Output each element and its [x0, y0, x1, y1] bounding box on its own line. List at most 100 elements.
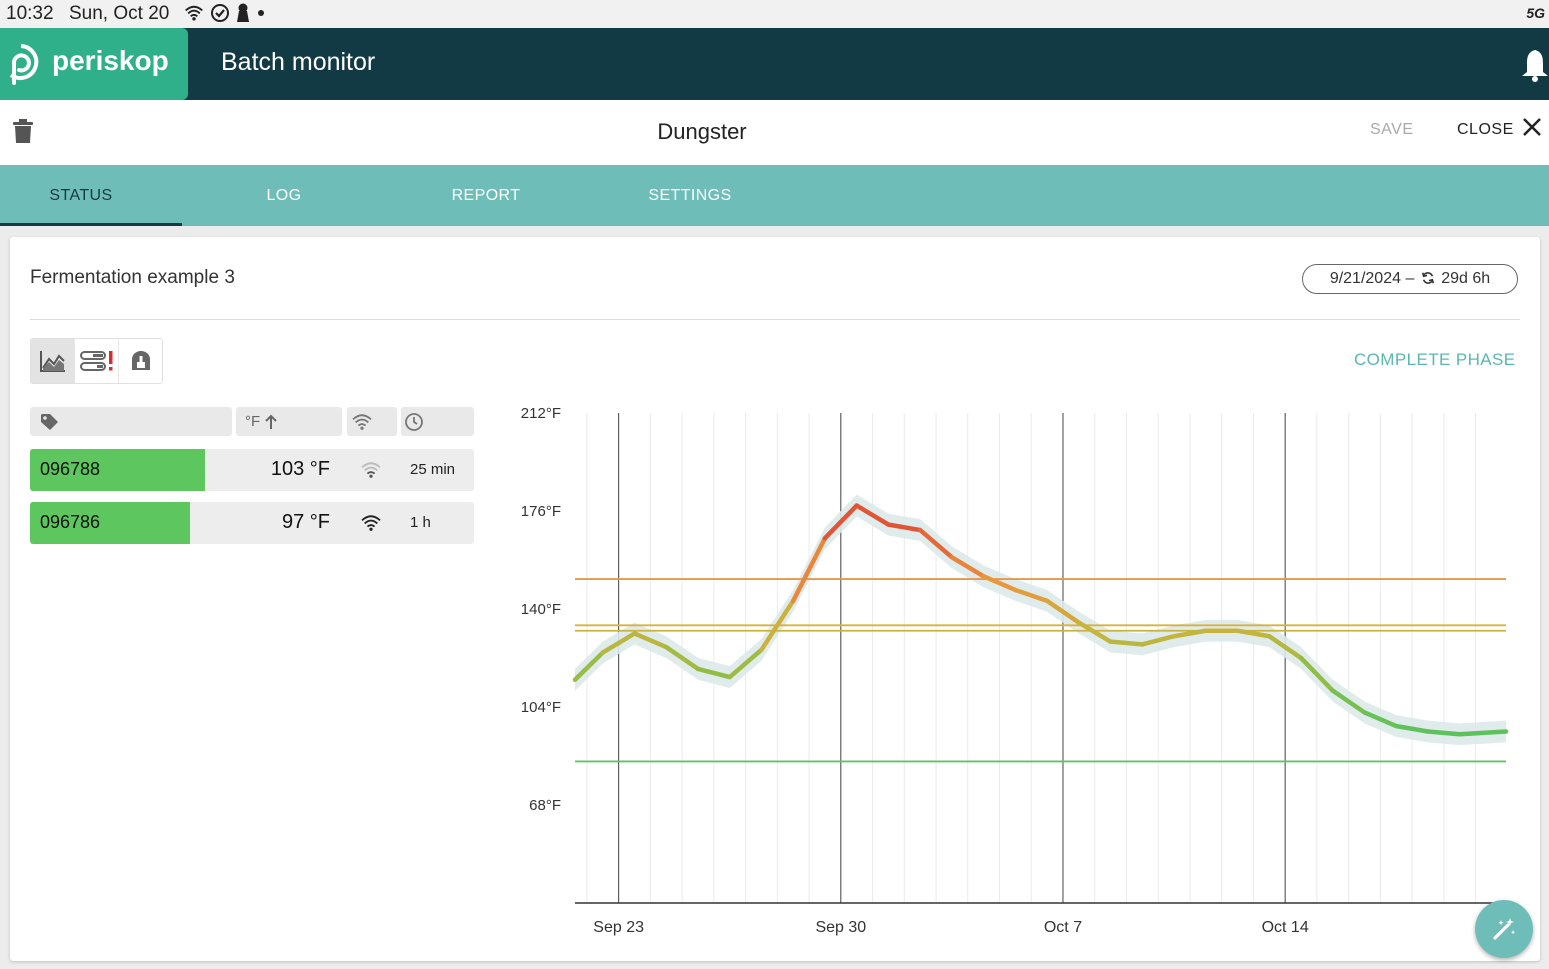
temperature-line-segment [663, 644, 701, 672]
y-tick-label: 212°F [521, 405, 561, 422]
temperature-line-segment [759, 598, 796, 653]
temperature-line-segment [1044, 598, 1082, 625]
batch-card: Fermentation example 3 9/21/2024 – 29d 6… [10, 237, 1540, 961]
temperature-line-segment [727, 647, 764, 680]
status-bar: 10:32 Sun, Oct 20 5G [0, 0, 1549, 28]
signal-column-header[interactable] [347, 407, 397, 436]
close-icon[interactable] [1521, 116, 1543, 138]
keyhole-status-icon [237, 3, 249, 22]
temperature-line-segment [1235, 628, 1272, 639]
date-range-pill[interactable]: 9/21/2024 – 29d 6h [1302, 264, 1518, 294]
temperature-line-segment [1298, 655, 1336, 693]
tab-log[interactable]: LOG [266, 187, 302, 204]
temperature-line-segment [695, 666, 732, 680]
temperature-line-segment [917, 527, 955, 560]
sensor-temperature: 97 °F [281, 511, 330, 533]
sensor-id: 096786 [40, 512, 101, 532]
notification-bell-icon[interactable] [1521, 48, 1549, 82]
sensor-alert-icon [79, 351, 112, 371]
card-divider [30, 319, 1520, 320]
dot-status-icon [258, 10, 264, 16]
temperature-line-segment [886, 522, 923, 533]
temperature-line-segment [822, 503, 859, 541]
temperature-line-segment [572, 650, 606, 683]
status-date: Sun, Oct 20 [69, 3, 170, 24]
tag-column-header[interactable] [30, 407, 232, 436]
periskop-logo-icon [9, 44, 39, 85]
sync-icon [1421, 272, 1434, 284]
wifi-weak-icon [361, 462, 381, 478]
area-chart-icon [39, 351, 65, 372]
temperature-line-segment [1171, 628, 1209, 639]
y-tick-label: 104°F [521, 699, 561, 716]
temperature-line-segment [1108, 639, 1145, 647]
sensor-last-seen: 1 h [410, 514, 431, 531]
edit-fab-button[interactable] [1475, 900, 1533, 958]
temperature-column-header[interactable]: °F [236, 407, 342, 436]
complete-phase-button[interactable]: COMPLETE PHASE [1354, 350, 1516, 369]
tab-report[interactable]: REPORT [451, 187, 521, 204]
brand[interactable]: periskop [0, 28, 188, 100]
temperature-line-segment [1267, 633, 1304, 661]
sort-ascending-icon [265, 414, 277, 429]
temperature-unit: °F [245, 413, 261, 430]
tab-status[interactable]: STATUS [49, 187, 113, 204]
temperature-line-segment [1362, 710, 1399, 729]
magic-wand-icon [1493, 918, 1516, 940]
sensor-id-cell: 096786 [30, 502, 190, 544]
sync-status-icon [211, 4, 229, 22]
y-tick-label: 140°F [521, 601, 561, 618]
status-icons [184, 3, 266, 23]
batch-title: Fermentation example 3 [30, 267, 235, 288]
tab-bar: STATUS LOG REPORT SETTINGS [0, 165, 1549, 226]
x-tick-label: Oct 7 [1044, 919, 1082, 936]
save-button[interactable]: SAVE [1370, 121, 1414, 138]
temperature-line-segment [600, 631, 637, 655]
network-indicator: 5G [1526, 5, 1545, 21]
last-seen-column-header[interactable] [401, 407, 474, 436]
app-title: Batch monitor [221, 48, 376, 76]
confidence-band [575, 494, 1506, 746]
vessel-view-button[interactable] [119, 339, 162, 383]
sensor-id: 096788 [40, 459, 101, 479]
temperature-chart[interactable]: 212°F 176°F 140°F 104°F 68°F Sep 23 Sep 30 Oct … [510, 397, 1540, 942]
date-range-start: 9/21/2024 – [1329, 270, 1415, 287]
temperature-line-segment [1013, 587, 1050, 604]
alerts-view-button[interactable] [75, 339, 119, 383]
vessel-icon [131, 351, 150, 370]
close-button[interactable]: CLOSE [1457, 121, 1514, 138]
temperature-line-segment [790, 535, 828, 604]
view-toggle-group [30, 338, 163, 384]
temperature-line-segment [1457, 729, 1509, 737]
temperature-line-segment [981, 574, 1018, 593]
sensor-row[interactable]: 096786 97 °F 1 h [30, 502, 474, 544]
x-tick-label: Oct 14 [1262, 919, 1309, 936]
wifi-icon [352, 413, 372, 430]
batch-duration: 29d 6h [1441, 270, 1491, 287]
x-tick-label: Sep 23 [593, 919, 644, 936]
tab-settings[interactable]: SETTINGS [648, 187, 732, 204]
temperature-line-segment [1425, 729, 1462, 737]
sensor-row[interactable]: 096788 103 °F 25 min [30, 449, 474, 491]
wifi-status-icon [185, 5, 203, 21]
sensor-id-cell: 096788 [30, 449, 205, 491]
clock: 10:32 [6, 3, 54, 24]
temperature-line-segment [1393, 723, 1431, 734]
y-tick-label: 68°F [529, 797, 561, 814]
chart-view-button[interactable] [31, 339, 75, 383]
app-bar: periskop Batch monitor [0, 28, 1549, 100]
temperature-line-segment [949, 555, 986, 579]
delete-icon[interactable] [12, 118, 34, 144]
document-title: Dungster [657, 119, 747, 144]
active-tab-indicator [0, 223, 182, 226]
brand-name: periskop [52, 45, 169, 76]
y-tick-label: 176°F [521, 503, 561, 520]
temperature-line-segment [1076, 620, 1113, 644]
temperature-line-segment [854, 503, 891, 527]
x-tick-label: Sep 30 [815, 919, 866, 936]
sensor-temperature: 103 °F [270, 458, 330, 480]
clock-icon [405, 412, 423, 431]
temperature-line-segment [632, 631, 669, 650]
temperature-line-segment [1140, 633, 1177, 647]
sensor-last-seen: 25 min [410, 461, 456, 478]
